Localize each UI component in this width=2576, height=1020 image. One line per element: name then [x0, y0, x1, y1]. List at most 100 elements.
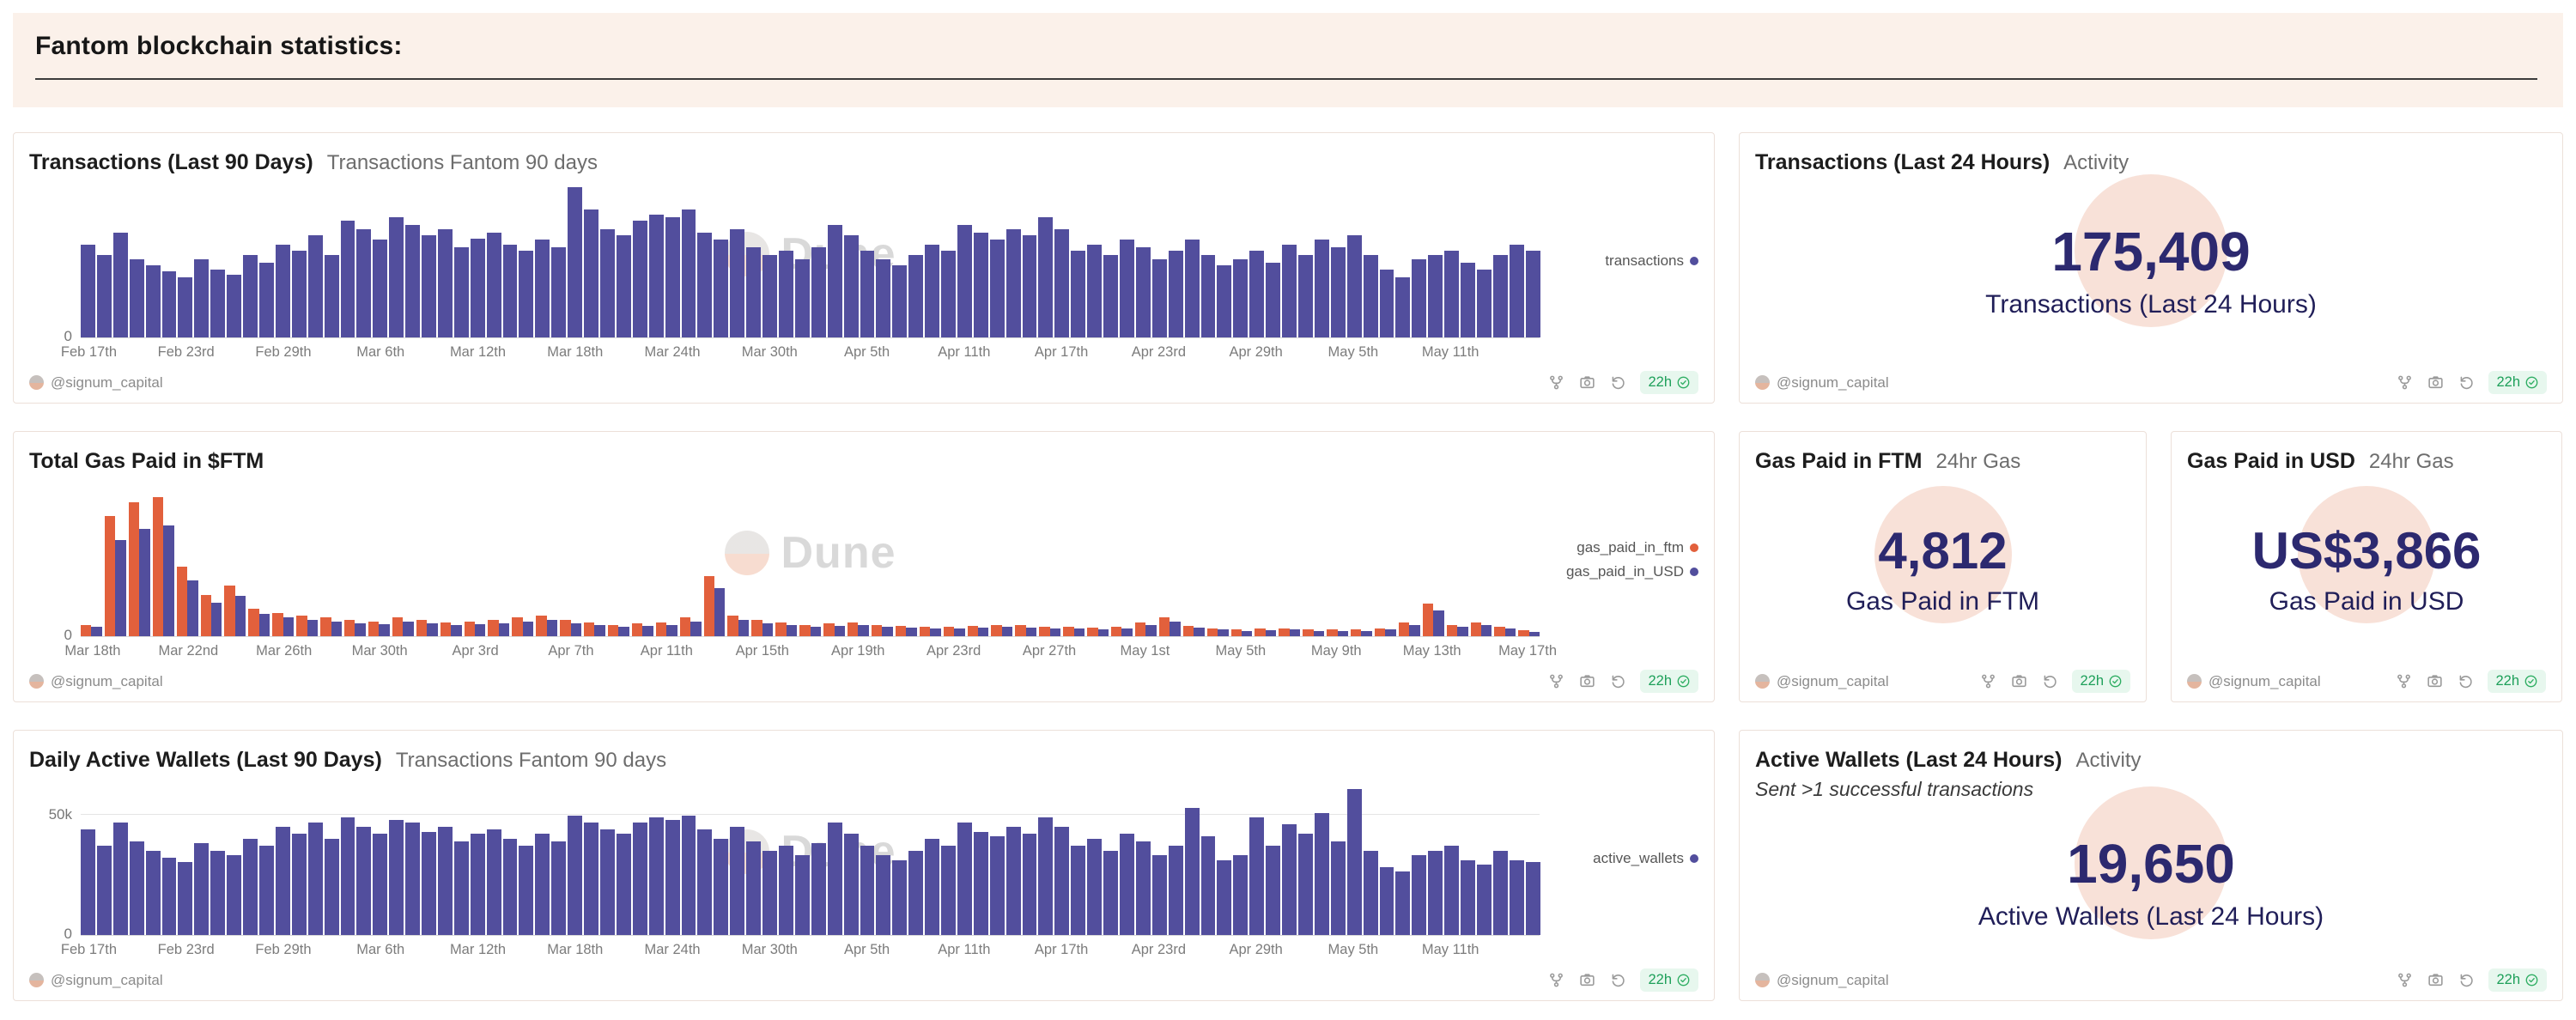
bar-transactions[interactable]: [405, 224, 421, 337]
bar-gas_paid_in_USD[interactable]: [258, 614, 270, 636]
camera-icon[interactable]: [2427, 373, 2445, 392]
bar-gas_paid_in_USD[interactable]: [234, 595, 246, 636]
bar-group[interactable]: [607, 486, 629, 636]
bar-group[interactable]: [1412, 187, 1427, 337]
bar-gas_paid_in_USD[interactable]: [1001, 627, 1013, 636]
bar-active_wallets[interactable]: [1525, 862, 1540, 935]
bar-active_wallets[interactable]: [1151, 855, 1167, 935]
bar-group[interactable]: [730, 187, 745, 337]
bar-group[interactable]: [519, 187, 534, 337]
bar-active_wallets[interactable]: [1444, 846, 1460, 935]
bar-gas_paid_in_USD[interactable]: [954, 628, 965, 636]
bar-group[interactable]: [373, 187, 388, 337]
bar-transactions[interactable]: [1395, 277, 1411, 337]
bar-active_wallets[interactable]: [1184, 808, 1200, 935]
bar-active_wallets[interactable]: [1022, 834, 1037, 935]
bar-group[interactable]: [519, 785, 534, 935]
bar-group[interactable]: [584, 486, 605, 636]
bar-active_wallets[interactable]: [453, 841, 469, 935]
bar-gas_paid_in_USD[interactable]: [474, 624, 486, 636]
bar-active_wallets[interactable]: [535, 834, 550, 935]
bar-active_wallets[interactable]: [178, 862, 193, 935]
bar-group[interactable]: [1255, 486, 1277, 636]
bar-group[interactable]: [730, 785, 745, 935]
bar-gas_paid_in_USD[interactable]: [451, 625, 462, 636]
bar-group[interactable]: [551, 187, 567, 337]
bar-group[interactable]: [871, 486, 893, 636]
bar-transactions[interactable]: [340, 220, 355, 337]
bar-group[interactable]: [1346, 187, 1362, 337]
bar-gas_paid_in_USD[interactable]: [1073, 628, 1085, 636]
bar-gas_paid_in_ftm[interactable]: [1470, 622, 1482, 636]
bar-group[interactable]: [892, 785, 908, 935]
bar-group[interactable]: [1330, 785, 1346, 935]
camera-icon[interactable]: [1578, 373, 1596, 392]
bar-transactions[interactable]: [1266, 262, 1281, 337]
bar-group[interactable]: [1071, 785, 1086, 935]
bar-active_wallets[interactable]: [96, 846, 112, 935]
bar-active_wallets[interactable]: [616, 834, 631, 935]
last-updated-badge[interactable]: 22h: [2488, 670, 2546, 693]
bar-group[interactable]: [973, 187, 988, 337]
bar-group[interactable]: [778, 785, 793, 935]
bar-active_wallets[interactable]: [746, 841, 762, 935]
bar-transactions[interactable]: [632, 220, 647, 337]
bar-group[interactable]: [681, 785, 696, 935]
bar-group[interactable]: [679, 486, 702, 636]
bar-group[interactable]: [1494, 486, 1516, 636]
bar-gas_paid_in_ftm[interactable]: [751, 620, 762, 636]
legend-item-active_wallets[interactable]: active_wallets: [1593, 850, 1698, 867]
bar-group[interactable]: [892, 187, 908, 337]
bar-group[interactable]: [632, 785, 647, 935]
bar-active_wallets[interactable]: [811, 843, 826, 935]
bar-group[interactable]: [324, 187, 339, 337]
bar-group[interactable]: [291, 785, 307, 935]
bar-gas_paid_in_USD[interactable]: [1025, 627, 1037, 636]
bar-group[interactable]: [1492, 785, 1508, 935]
bar-group[interactable]: [81, 785, 95, 935]
bar-transactions[interactable]: [1363, 254, 1378, 337]
bar-transactions[interactable]: [1135, 247, 1151, 337]
bar-group[interactable]: [1363, 785, 1378, 935]
author-link[interactable]: @signum_capital: [1777, 672, 1889, 689]
bar-gas_paid_in_USD[interactable]: [210, 603, 222, 636]
bar-group[interactable]: [389, 785, 404, 935]
bar-gas_paid_in_ftm[interactable]: [799, 624, 811, 636]
bar-active_wallets[interactable]: [373, 834, 388, 935]
bar-group[interactable]: [703, 486, 726, 636]
bar-active_wallets[interactable]: [389, 820, 404, 935]
bar-group[interactable]: [655, 486, 677, 636]
bar-transactions[interactable]: [1314, 240, 1329, 337]
bar-group[interactable]: [145, 785, 161, 935]
fork-icon[interactable]: [1547, 672, 1565, 690]
bar-active_wallets[interactable]: [1379, 866, 1394, 935]
bar-gas_paid_in_ftm[interactable]: [848, 622, 859, 636]
bar-group[interactable]: [632, 187, 647, 337]
bar-group[interactable]: [746, 785, 762, 935]
bar-gas_paid_in_USD[interactable]: [1289, 629, 1301, 636]
bar-active_wallets[interactable]: [1233, 855, 1249, 935]
bar-active_wallets[interactable]: [422, 831, 436, 935]
bar-gas_paid_in_ftm[interactable]: [775, 622, 787, 636]
bar-group[interactable]: [227, 187, 242, 337]
bar-group[interactable]: [104, 486, 126, 636]
bar-active_wallets[interactable]: [194, 843, 210, 935]
bar-active_wallets[interactable]: [1054, 827, 1070, 935]
bar-active_wallets[interactable]: [275, 827, 290, 935]
bar-gas_paid_in_USD[interactable]: [1481, 625, 1492, 636]
bar-group[interactable]: [1063, 486, 1085, 636]
bar-group[interactable]: [176, 486, 198, 636]
fork-icon[interactable]: [2395, 672, 2413, 690]
bar-group[interactable]: [272, 486, 295, 636]
bar-transactions[interactable]: [746, 247, 762, 337]
bar-gas_paid_in_USD[interactable]: [91, 627, 102, 636]
bar-group[interactable]: [1525, 187, 1540, 337]
bar-gas_paid_in_ftm[interactable]: [320, 617, 331, 636]
bar-transactions[interactable]: [243, 254, 258, 337]
bar-gas_paid_in_USD[interactable]: [618, 627, 629, 636]
bar-transactions[interactable]: [1022, 235, 1037, 337]
bar-group[interactable]: [681, 187, 696, 337]
bar-group[interactable]: [1422, 486, 1444, 636]
bar-group[interactable]: [665, 785, 680, 935]
bar-gas_paid_in_ftm[interactable]: [1182, 625, 1194, 636]
